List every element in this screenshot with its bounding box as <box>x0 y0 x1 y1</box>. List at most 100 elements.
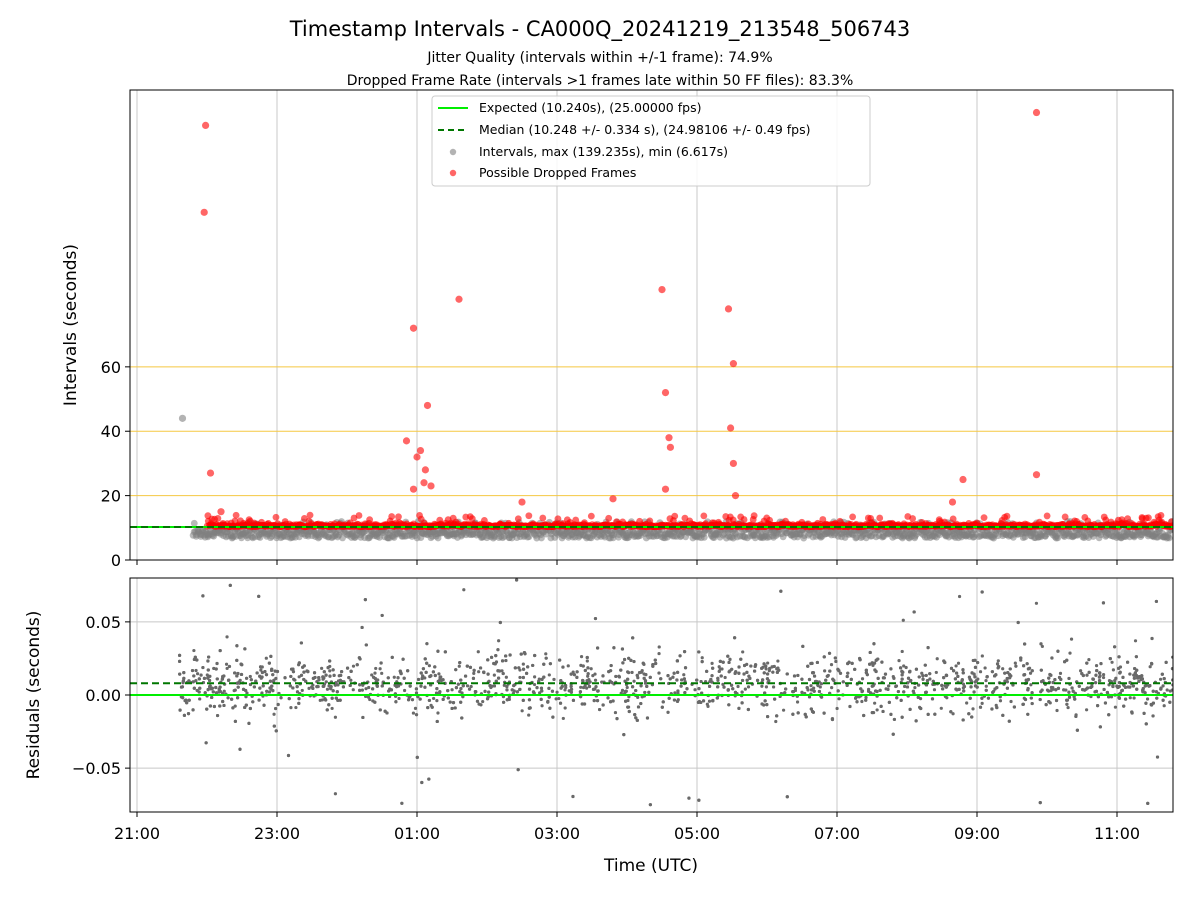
residual-point <box>289 706 293 710</box>
residual-point <box>248 706 252 711</box>
residual-point <box>448 700 452 704</box>
residual-point <box>1149 661 1154 666</box>
residual-point <box>817 689 822 694</box>
residual-point <box>883 672 888 676</box>
residual-point <box>1144 722 1148 726</box>
dropped-frame-point <box>1124 515 1132 523</box>
residual-point <box>926 712 930 716</box>
residual-point <box>620 688 625 693</box>
residual-point <box>373 671 377 675</box>
residual-point <box>274 676 278 681</box>
dropped-frame-point <box>605 514 613 522</box>
residual-point <box>274 729 278 733</box>
residual-point <box>450 688 454 692</box>
residual-point <box>360 688 364 692</box>
residual-point <box>566 664 570 668</box>
residual-point <box>433 665 437 669</box>
residual-point <box>311 683 315 687</box>
residual-point <box>639 701 643 706</box>
residual-point <box>236 696 240 700</box>
residual-point <box>225 635 229 639</box>
residual-point <box>961 671 965 675</box>
residual-point <box>984 678 988 683</box>
dropped-frame-point <box>1043 512 1051 520</box>
residual-point <box>587 684 592 689</box>
residual-point <box>666 710 670 714</box>
residual-point <box>205 707 209 711</box>
residual-point <box>430 705 434 709</box>
residual-point <box>486 658 490 662</box>
residual-point <box>648 675 652 679</box>
residual-point <box>230 697 234 701</box>
residual-point <box>217 687 221 691</box>
residual-point <box>711 698 715 703</box>
residual-point <box>260 691 264 695</box>
residual-point <box>419 684 423 688</box>
residual-point <box>336 679 341 683</box>
residual-point <box>682 673 686 677</box>
residual-point <box>547 686 551 690</box>
residual-point <box>418 697 422 701</box>
residual-point <box>859 687 863 691</box>
residual-point <box>892 717 897 722</box>
residual-point <box>763 691 767 695</box>
residual-point <box>657 645 661 649</box>
residual-point <box>1022 664 1026 668</box>
residual-point <box>336 698 340 703</box>
residual-points <box>177 578 1173 807</box>
residual-point <box>718 659 722 663</box>
residual-point <box>203 691 207 695</box>
residual-point <box>1071 689 1075 693</box>
residual-point <box>429 674 433 678</box>
residual-point <box>1095 668 1099 673</box>
residual-point <box>617 675 622 679</box>
residual-point <box>578 690 583 694</box>
residual-point <box>904 665 908 670</box>
residual-point <box>903 684 907 689</box>
residual-point <box>236 671 240 676</box>
residual-point <box>800 690 804 695</box>
residual-point <box>779 589 783 593</box>
residual-point <box>288 684 292 688</box>
residual-point <box>961 718 965 722</box>
residual-point <box>197 677 201 681</box>
residual-point <box>264 656 268 660</box>
residual-point <box>879 704 883 709</box>
residual-point <box>812 686 816 690</box>
residual-point <box>291 670 296 674</box>
residual-point <box>260 670 264 675</box>
residual-point <box>406 669 410 673</box>
residual-point <box>1135 687 1139 691</box>
residual-point <box>1146 801 1150 805</box>
residual-point <box>940 683 944 687</box>
residual-point <box>764 685 769 689</box>
residual-point <box>1123 685 1128 690</box>
residual-point <box>1123 697 1128 701</box>
residual-point <box>773 697 777 701</box>
residual-point <box>752 669 757 673</box>
residual-point <box>1050 656 1054 660</box>
legend-expected-label: Expected (10.240s), (25.00000 fps) <box>479 100 701 115</box>
residual-point <box>610 680 614 685</box>
residual-point <box>1034 601 1039 605</box>
residual-point <box>1044 703 1048 707</box>
residual-point <box>192 686 196 690</box>
residual-point <box>289 667 294 671</box>
residual-point <box>338 698 342 702</box>
residual-point <box>1134 673 1139 678</box>
residual-point <box>1005 680 1009 684</box>
residual-point <box>643 679 648 683</box>
residual-point <box>675 659 680 663</box>
residual-point <box>1023 697 1028 702</box>
residual-point <box>592 698 596 703</box>
residual-point <box>497 639 501 643</box>
residual-point <box>972 690 976 694</box>
residual-point <box>1096 704 1100 708</box>
residual-point <box>554 697 558 701</box>
residual-point <box>324 680 328 684</box>
residual-point <box>357 656 361 660</box>
residual-point <box>205 673 209 677</box>
residual-point <box>238 747 242 751</box>
residual-point <box>764 667 768 671</box>
residual-point <box>1079 669 1083 673</box>
